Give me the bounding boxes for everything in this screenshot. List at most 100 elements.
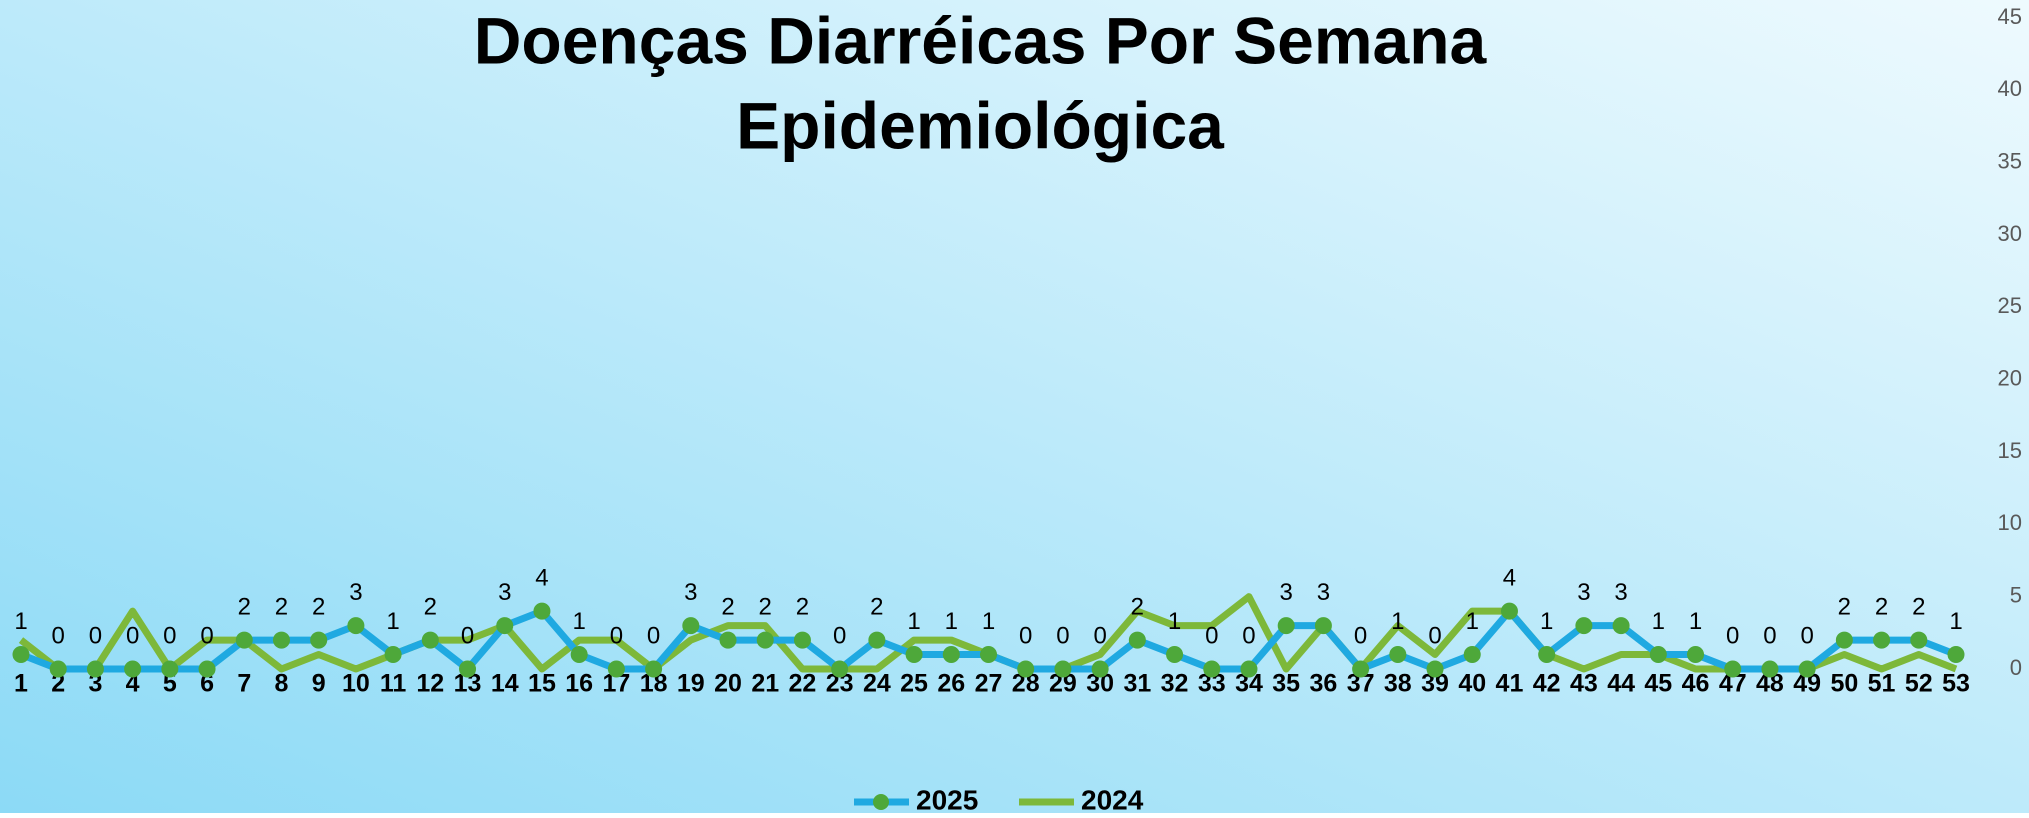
marker: [1835, 631, 1853, 649]
marker: [1538, 646, 1556, 664]
data-label: 3: [349, 579, 362, 606]
data-label: 0: [126, 622, 139, 649]
chart-title: Doenças Diarréicas Por Semana: [474, 3, 1488, 77]
legend-label: 2024: [1081, 784, 1144, 813]
x-tick-label: 10: [342, 670, 370, 698]
x-tick-label: 24: [863, 670, 891, 698]
marker: [1426, 660, 1444, 678]
data-label: 0: [610, 622, 623, 649]
x-tick-label: 31: [1123, 670, 1151, 698]
data-label: 0: [1019, 622, 1032, 649]
data-label: 2: [1875, 593, 1888, 620]
data-label: 3: [1577, 579, 1590, 606]
chart-title: Epidemiológica: [736, 88, 1225, 162]
marker: [831, 660, 849, 678]
data-label: 0: [89, 622, 102, 649]
x-tick-label: 43: [1570, 670, 1598, 698]
x-tick-label: 19: [677, 670, 705, 698]
x-tick-label: 27: [975, 670, 1003, 698]
data-label: 1: [945, 608, 958, 635]
marker: [235, 631, 253, 649]
data-label: 0: [200, 622, 213, 649]
data-label: 0: [163, 622, 176, 649]
data-label: 4: [535, 564, 548, 591]
data-label: 0: [647, 622, 660, 649]
marker: [1091, 660, 1109, 678]
y-tick-label: 0: [2010, 655, 2022, 680]
marker: [1389, 646, 1407, 664]
data-label: 0: [1354, 622, 1367, 649]
y-tick-label: 35: [1998, 148, 2022, 173]
data-label: 1: [907, 608, 920, 635]
marker: [645, 660, 663, 678]
y-tick-label: 20: [1998, 365, 2022, 390]
marker: [793, 631, 811, 649]
data-label: 3: [498, 579, 511, 606]
data-label: 1: [1168, 608, 1181, 635]
x-tick-label: 12: [416, 670, 444, 698]
x-tick-label: 45: [1644, 670, 1672, 698]
data-label: 0: [1800, 622, 1813, 649]
data-label: 0: [1093, 622, 1106, 649]
marker: [1500, 602, 1518, 620]
data-label: 0: [52, 622, 65, 649]
marker: [1203, 660, 1221, 678]
marker: [1240, 660, 1258, 678]
y-tick-label: 15: [1998, 438, 2022, 463]
data-label: 1: [1540, 608, 1553, 635]
marker: [980, 646, 997, 664]
x-tick-label: 41: [1496, 670, 1524, 698]
y-tick-label: 30: [1998, 221, 2022, 246]
data-label: 3: [1614, 579, 1627, 606]
marker: [12, 646, 30, 664]
y-tick-label: 5: [2010, 582, 2022, 607]
data-label: 1: [1652, 608, 1665, 635]
data-label: 1: [1689, 608, 1702, 635]
y-tick-label: 10: [1998, 510, 2022, 535]
marker: [1761, 660, 1779, 678]
data-label: 0: [461, 622, 474, 649]
data-label: 0: [1056, 622, 1069, 649]
x-tick-label: 51: [1868, 670, 1896, 698]
data-label: 4: [1503, 564, 1516, 591]
marker: [1724, 660, 1742, 678]
marker: [607, 660, 625, 678]
x-tick-label: 22: [789, 670, 817, 698]
x-tick-label: 40: [1458, 670, 1486, 698]
marker: [1873, 631, 1891, 649]
data-label: 0: [1242, 622, 1255, 649]
marker: [347, 617, 365, 635]
data-label: 1: [572, 608, 585, 635]
x-tick-label: 14: [491, 670, 519, 698]
marker: [1463, 646, 1481, 664]
marker: [719, 631, 737, 649]
data-label: 2: [796, 593, 809, 620]
marker: [272, 631, 290, 649]
data-label: 0: [833, 622, 846, 649]
data-label: 1: [982, 608, 995, 635]
marker: [86, 660, 104, 678]
data-label: 2: [312, 593, 325, 620]
x-tick-label: 8: [275, 670, 289, 698]
marker: [1612, 617, 1630, 635]
marker: [1687, 646, 1705, 664]
data-label: 2: [870, 593, 883, 620]
data-label: 2: [238, 593, 251, 620]
marker: [161, 660, 179, 678]
x-tick-label: 32: [1161, 670, 1189, 698]
data-label: 0: [1726, 622, 1739, 649]
data-label: 1: [14, 608, 27, 635]
data-label: 2: [1912, 593, 1925, 620]
x-tick-label: 16: [565, 670, 593, 698]
marker: [1277, 617, 1295, 635]
marker: [1054, 660, 1072, 678]
marker: [49, 660, 67, 678]
marker: [310, 631, 328, 649]
marker: [942, 646, 960, 664]
marker: [459, 660, 477, 678]
x-tick-label: 52: [1905, 670, 1933, 698]
data-label: 1: [1949, 608, 1962, 635]
x-tick-label: 26: [937, 670, 965, 698]
marker: [496, 617, 514, 635]
